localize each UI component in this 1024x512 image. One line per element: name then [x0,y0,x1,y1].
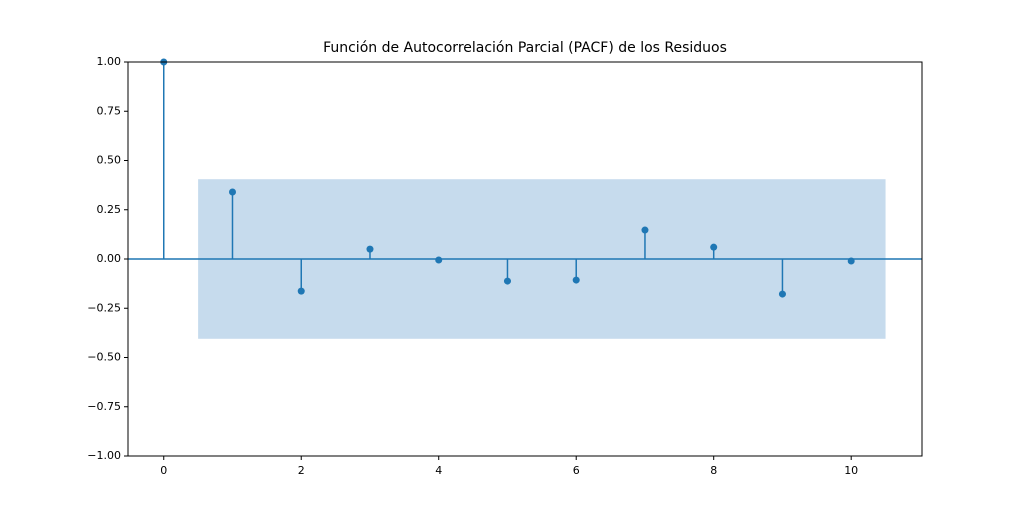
x-tick-label: 0 [160,464,167,477]
stem-marker [297,287,305,295]
x-tick-label: 2 [298,464,305,477]
stem-marker [778,290,786,298]
x-tick-label: 6 [573,464,580,477]
y-tick-label: 0.50 [97,154,122,167]
stem-marker [641,226,649,234]
y-tick-label: −0.50 [87,351,121,364]
stem-marker [503,277,511,285]
stem-marker [366,245,374,253]
x-tick-label: 4 [435,464,442,477]
y-tick-label: 0.25 [97,203,122,216]
stem-marker [228,188,236,196]
y-tick-label: 1.00 [97,55,122,68]
x-tick-label: 8 [710,464,717,477]
stem-marker [572,276,580,284]
stem-marker [847,257,855,265]
stem-marker [710,243,718,251]
y-tick-label: −0.25 [87,301,121,314]
y-tick-label: 0.75 [97,104,122,117]
chart-title: Función de Autocorrelación Parcial (PACF… [323,40,727,56]
y-tick-label: 0.00 [97,252,122,265]
x-tick-label: 10 [844,464,858,477]
y-tick-label: −1.00 [87,449,121,462]
plot-frame [127,61,923,457]
y-tick-label: −0.75 [87,400,121,413]
stem-marker [435,256,443,264]
